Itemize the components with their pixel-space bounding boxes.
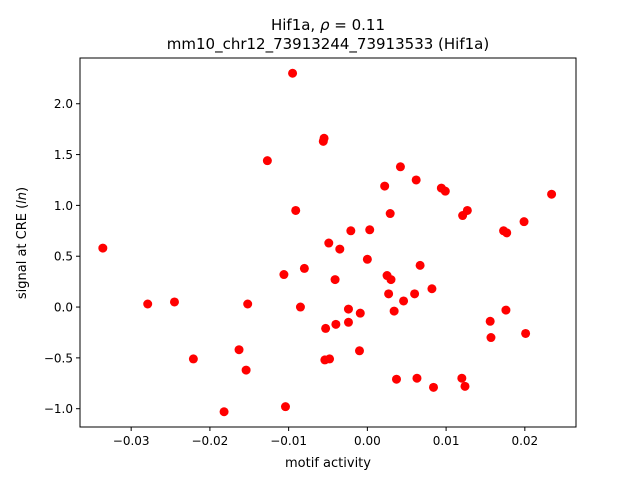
data-point [241,365,251,375]
chart-title: Hif1a, ρ = 0.11 [271,16,385,34]
data-point [324,238,334,248]
data-point [319,133,329,143]
data-point [362,254,372,264]
data-point [384,289,394,299]
data-point [389,306,399,316]
data-point [343,304,353,314]
data-point [299,263,309,273]
data-point [343,317,353,327]
data-point [325,354,335,364]
y-tick-label: 0.5 [54,250,73,264]
chart-title-rho: ρ [320,16,330,34]
data-point [547,189,557,199]
y-axis-label: signal at CRE (ln) [15,187,30,299]
x-tick-label: −0.03 [113,434,150,448]
data-point [385,209,395,219]
data-point [485,316,495,326]
x-axis-label: motif activity [285,456,371,471]
data-point [440,186,450,196]
y-tick-label: 1.0 [54,199,73,213]
data-point [219,407,229,417]
y-axis-label-suffix: ) [15,187,30,192]
data-point [321,323,331,333]
data-point [391,374,401,384]
data-point [331,319,341,329]
y-axis-label-var: ln [15,192,30,204]
y-tick-label: 0.0 [54,301,73,315]
x-tick-label: −0.02 [192,434,229,448]
data-point [427,284,437,294]
data-point [98,243,108,253]
y-tick-label: −1.0 [44,402,73,416]
data-point [410,289,420,299]
data-point [288,68,298,78]
y-tick-label: 2.0 [54,97,73,111]
data-point [291,205,301,215]
x-tick-label: −0.01 [270,434,307,448]
chart-title-rho-value: = 0.11 [330,16,386,34]
y-tick-label: 1.5 [54,148,73,162]
data-point [411,175,421,185]
x-tick-label: 0.00 [354,434,381,448]
data-point [280,402,290,412]
data-point [486,333,496,343]
data-points [98,68,557,417]
data-point [415,260,425,270]
data-point [143,299,153,309]
data-point [412,373,422,383]
data-point [365,225,375,235]
y-tick-label: −0.5 [44,351,73,365]
y-axis-label-prefix: signal at CRE ( [15,204,30,299]
plot-frame [79,57,577,428]
data-point [169,297,179,307]
data-point [521,328,531,338]
data-point [354,346,364,356]
data-point [355,308,365,318]
data-point [279,270,289,280]
data-point [501,305,511,315]
chart-title-prefix: Hif1a, [271,16,320,34]
axes: −0.03 −0.02 −0.01 0.00 0.01 0.02 −1.0 −0.5 0.0 0.… [44,57,577,448]
data-point [462,205,472,215]
x-tick-label: 0.02 [511,434,538,448]
chart-subtitle: mm10_chr12_73913244_73913533 (Hif1a) [167,35,489,54]
data-point [335,244,345,254]
data-point [262,156,272,166]
data-point [386,275,396,285]
data-point [399,296,409,306]
data-point [519,217,529,227]
data-point [428,382,438,392]
data-point [380,181,390,191]
data-point [188,354,198,364]
data-point [243,299,253,309]
data-point [234,345,244,355]
data-point [295,302,305,312]
data-point [330,275,340,285]
data-point [395,162,405,172]
data-point [457,373,467,383]
data-point [502,228,512,238]
data-point [460,381,470,391]
x-tick-label: 0.01 [433,434,460,448]
data-point [346,226,356,236]
